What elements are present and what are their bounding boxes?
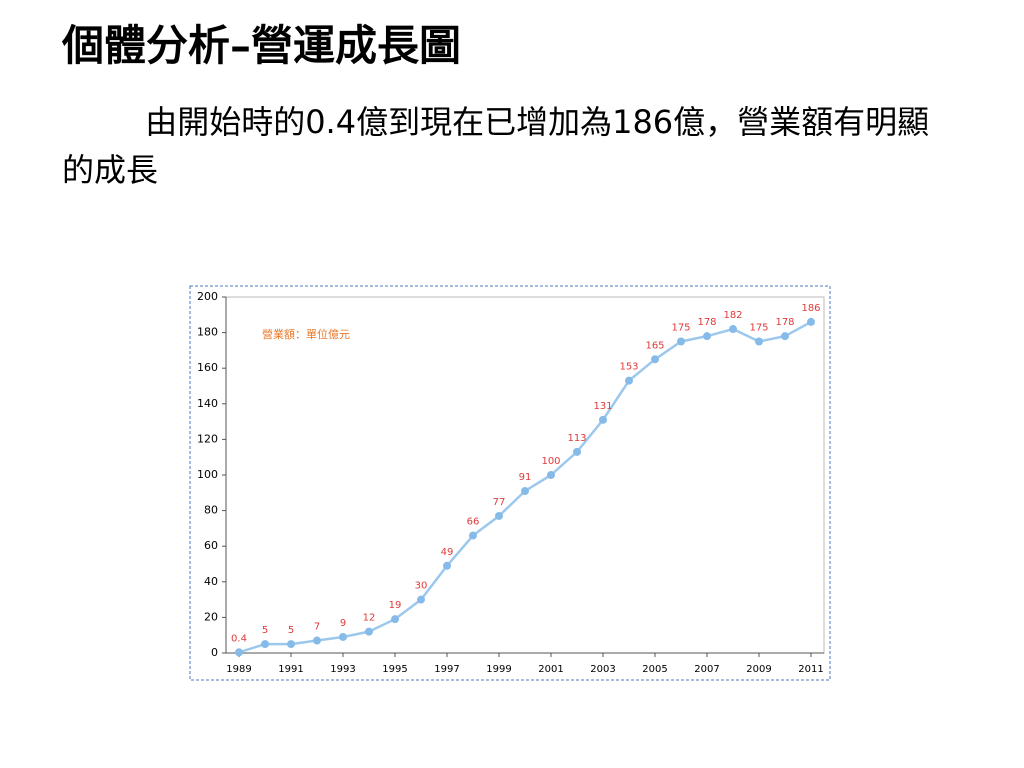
y-tick-label: 100 — [197, 468, 218, 481]
data-point — [365, 627, 373, 636]
data-label: 182 — [723, 310, 742, 321]
data-label: 175 — [749, 323, 768, 334]
data-point — [651, 355, 659, 364]
data-label: 66 — [467, 517, 480, 528]
y-tick-label: 40 — [204, 575, 218, 588]
data-label: 186 — [801, 303, 820, 314]
x-tick-label: 2001 — [538, 664, 563, 675]
data-point — [807, 317, 815, 326]
data-point — [521, 487, 529, 496]
data-point — [625, 376, 633, 385]
data-point — [443, 561, 451, 570]
data-label: 113 — [567, 433, 586, 444]
y-tick-label: 20 — [204, 610, 218, 623]
annotation: 營業額：單位億元 — [262, 327, 350, 341]
slide-title: 個體分析–營運成長圖 — [62, 21, 462, 70]
data-label: 77 — [493, 497, 506, 508]
data-point — [495, 511, 503, 520]
data-point — [729, 325, 737, 334]
data-label: 19 — [389, 600, 402, 611]
data-label: 165 — [645, 340, 664, 351]
x-tick-label: 1991 — [278, 664, 303, 675]
data-point — [391, 615, 399, 624]
data-point — [469, 531, 477, 540]
x-tick-label: 2011 — [798, 664, 823, 675]
x-tick-label: 1997 — [434, 664, 459, 675]
data-point — [417, 595, 425, 604]
x-tick-label: 1999 — [486, 664, 511, 675]
data-point — [261, 640, 269, 649]
x-tick-label: 1995 — [382, 664, 407, 675]
data-label: 178 — [697, 317, 716, 328]
data-point — [599, 415, 607, 424]
x-tick-label: 2007 — [694, 664, 719, 675]
image-frame — [189, 285, 831, 681]
data-label: 9 — [340, 618, 346, 629]
data-point — [235, 648, 243, 657]
slide-body: 由開始時的0.4億到現在已增加為186億，營業額有明顯的成長 — [62, 103, 930, 189]
y-tick-label: 160 — [197, 361, 218, 374]
data-point — [781, 332, 789, 341]
x-tick-label: 1989 — [226, 664, 251, 675]
data-point — [339, 632, 347, 641]
data-label: 100 — [541, 456, 560, 467]
data-point — [703, 332, 711, 341]
data-label: 7 — [314, 622, 320, 633]
y-tick-label: 180 — [197, 326, 218, 339]
data-point — [755, 337, 763, 346]
data-label: 12 — [363, 613, 376, 624]
data-label: 5 — [262, 625, 268, 636]
y-tick-label: 200 — [197, 290, 218, 303]
y-tick-label: 140 — [197, 397, 218, 410]
data-label: 131 — [593, 401, 612, 412]
data-label: 30 — [415, 581, 428, 592]
y-tick-label: 120 — [197, 432, 218, 445]
data-label: 175 — [671, 323, 690, 334]
data-label: 0.4 — [231, 633, 247, 644]
data-point — [677, 337, 685, 346]
data-label: 91 — [519, 472, 532, 483]
data-point — [313, 636, 321, 645]
x-tick-label: 1993 — [330, 664, 355, 675]
data-point — [547, 471, 555, 479]
data-label: 178 — [775, 317, 794, 328]
x-tick-label: 2005 — [642, 664, 667, 675]
data-label: 5 — [288, 625, 294, 636]
y-tick-label: 60 — [204, 539, 218, 552]
data-label: 153 — [619, 362, 638, 373]
y-tick-label: 0 — [211, 646, 218, 659]
x-tick-label: 2003 — [590, 664, 615, 675]
data-label: 49 — [441, 547, 454, 558]
data-point — [287, 640, 295, 649]
x-tick-label: 2009 — [746, 664, 771, 675]
data-point — [573, 447, 581, 456]
y-tick-label: 80 — [204, 504, 218, 517]
